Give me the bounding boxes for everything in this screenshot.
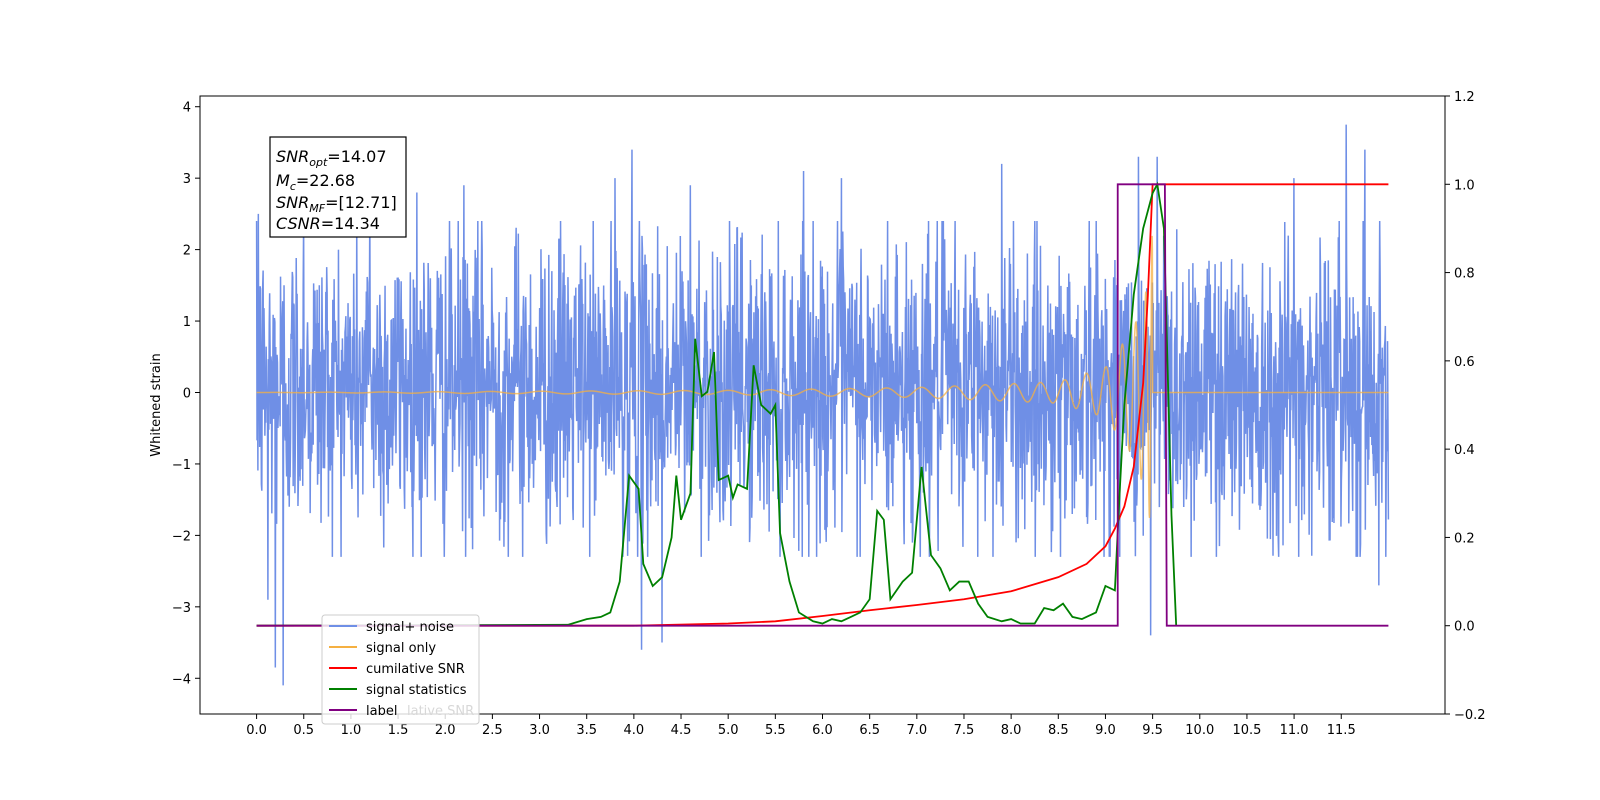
annotation-line-snr-mf: SNRMF=[12.71] xyxy=(276,193,397,215)
x-tick-label: 1.0 xyxy=(341,723,362,738)
y-tick-label: −2 xyxy=(172,529,191,544)
x-tick-label: 4.5 xyxy=(671,723,692,738)
y-tick-label: −3 xyxy=(172,601,191,616)
annotation-line-mc: Mc=22.68 xyxy=(276,171,355,193)
legend-label-cumilative-snr: cumilative SNR xyxy=(366,662,465,677)
y-tick-label: −4 xyxy=(172,672,191,687)
y-tick-label: 2 xyxy=(183,244,191,259)
legend-label-signal-statistics: signal statistics xyxy=(366,683,467,698)
legend-label-signal-only: signal only xyxy=(366,641,436,656)
y-tick-label: 0 xyxy=(183,386,191,401)
x-tick-label: 5.5 xyxy=(765,723,786,738)
x-tick-label: 0.5 xyxy=(293,723,314,738)
x-tick-label: 10.5 xyxy=(1232,723,1261,738)
x-tick-label: 6.5 xyxy=(859,723,880,738)
x-tick-label: 1.5 xyxy=(388,723,409,738)
x-tick-label: 2.5 xyxy=(482,723,503,738)
y-tick-label: 4 xyxy=(183,101,191,116)
x-tick-label: 7.0 xyxy=(906,723,927,738)
series-signal-statistics-line xyxy=(256,181,1178,627)
x-tick-label: 0.0 xyxy=(246,723,267,738)
x-tick-label: 10.0 xyxy=(1185,723,1214,738)
series-label-line xyxy=(256,183,1389,627)
y2-tick-label: −0.2 xyxy=(1454,708,1486,723)
y-tick-label: −1 xyxy=(172,458,191,473)
y2-tick-label: 0.2 xyxy=(1454,531,1475,546)
x-tick-label: 8.0 xyxy=(1001,723,1022,738)
y2-tick-label: 0.4 xyxy=(1454,443,1475,458)
x-tick-label: 4.0 xyxy=(624,723,645,738)
y-tick-label: 1 xyxy=(183,315,191,330)
legend: signal+ noise signal only cumilative SNR… xyxy=(321,614,480,725)
x-tick-label: 3.5 xyxy=(576,723,597,738)
annotation-line-snr-opt: SNRopt=14.07 xyxy=(276,147,387,169)
legend-label-signal-noise: signal+ noise xyxy=(366,620,454,635)
y-axis-title: Whitened strain xyxy=(149,353,164,456)
legend-overlap-text: lative SNR xyxy=(407,704,474,719)
x-tick-label: 11.5 xyxy=(1327,723,1356,738)
x-tick-label: 3.0 xyxy=(529,723,550,738)
y2-tick-label: 1.2 xyxy=(1454,90,1475,105)
series-cumilative-snr-line xyxy=(256,183,1389,627)
x-tick-label: 5.0 xyxy=(718,723,739,738)
y-tick-label: 3 xyxy=(183,172,191,187)
x-tick-label: 6.0 xyxy=(812,723,833,738)
series-signal-noise-line xyxy=(255,124,1390,686)
series-signal-only-line xyxy=(256,235,1389,518)
legend-label-label: label xyxy=(366,704,397,719)
annotation-line-csnr: CSNR=14.34 xyxy=(276,214,380,233)
x-tick-label: 9.5 xyxy=(1142,723,1163,738)
x-tick-label: 9.0 xyxy=(1095,723,1116,738)
x-tick-label: 2.0 xyxy=(435,723,456,738)
y2-tick-label: 0.8 xyxy=(1454,267,1475,282)
x-tick-label: 7.5 xyxy=(954,723,975,738)
annotation-box: SNRopt=14.07 Mc=22.68 SNRMF=[12.71] CSNR… xyxy=(269,136,407,238)
y2-tick-label: 0.0 xyxy=(1454,620,1475,635)
y2-tick-label: 1.0 xyxy=(1454,178,1475,193)
x-tick-label: 8.5 xyxy=(1048,723,1069,738)
x-tick-label: 11.0 xyxy=(1280,723,1309,738)
y2-tick-label: 0.6 xyxy=(1454,355,1475,370)
